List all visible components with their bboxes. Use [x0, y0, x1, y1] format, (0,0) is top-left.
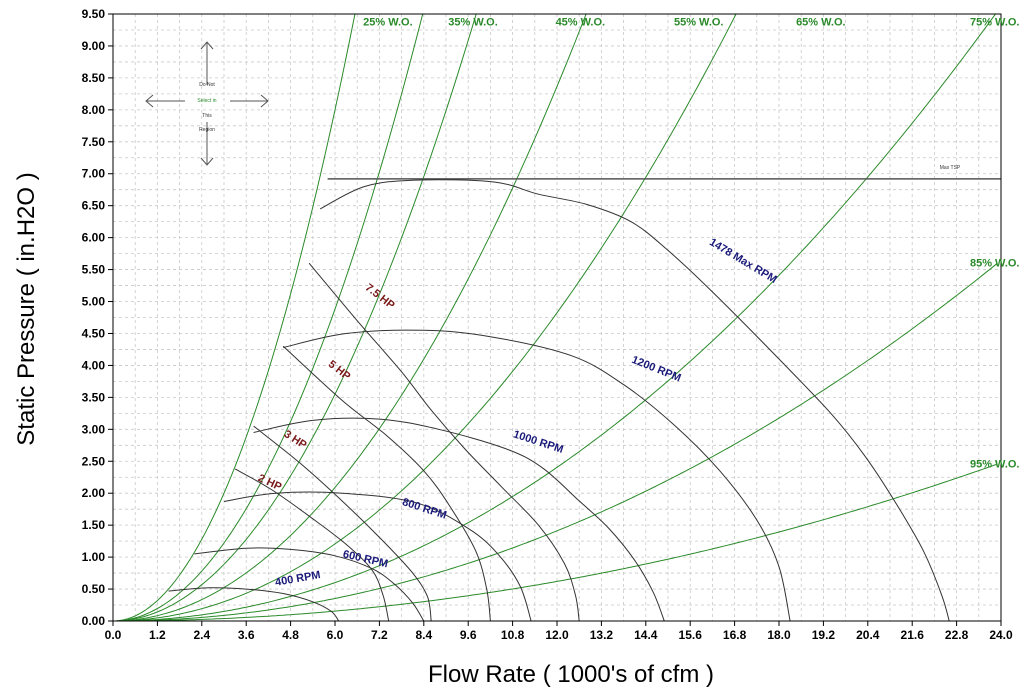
axes: 0.00 0.50 1.00 1.50 2.00 2.50 3.00 3.50 4.00 4.50… [82, 7, 1013, 642]
no-select-line-3: This [202, 113, 212, 119]
x-tick-label: 18.0 [767, 628, 791, 642]
wide-open-label: 25% W.O. [363, 17, 413, 29]
y-tick-label: 0.50 [82, 582, 106, 596]
wide-open-line [113, 14, 737, 621]
y-tick-label: 7.00 [82, 167, 106, 181]
max-tsp-label: Max TSP [940, 165, 961, 171]
rpm-curve [223, 491, 532, 621]
y-tick-label: 4.50 [82, 326, 106, 340]
performance-curves [168, 178, 1001, 621]
no-select-line-2: Select in [197, 98, 216, 104]
x-tick-label: 20.4 [856, 628, 880, 642]
grid [112, 13, 1002, 622]
x-tick-label: 24.0 [989, 628, 1013, 642]
y-tick-label: 2.50 [82, 454, 106, 468]
y-tick-label: 2.00 [82, 486, 106, 500]
hp-curve [282, 345, 491, 621]
x-tick-label: 6.0 [327, 628, 344, 642]
wide-open-line [113, 14, 424, 621]
wide-open-label: 75% W.O. [970, 17, 1020, 29]
wide-open-label: 55% W.O. [674, 17, 724, 29]
x-tick-label: 7.2 [371, 628, 388, 642]
x-tick-label: 9.6 [460, 628, 477, 642]
x-tick-label: 13.2 [590, 628, 614, 642]
wide-open-label: 85% W.O. [970, 257, 1020, 269]
wide-open-lines [113, 14, 998, 621]
rpm-curve [253, 417, 665, 621]
no-select-region-note: Do Not Select in This Region [145, 41, 269, 166]
wide-open-line [113, 463, 998, 621]
y-tick-label: 8.00 [82, 103, 106, 117]
y-tick-label: 9.00 [82, 39, 106, 53]
y-tick-label: 8.50 [82, 71, 106, 85]
y-tick-label: 6.50 [82, 199, 106, 213]
no-select-line-4: Region [199, 127, 215, 133]
x-tick-label: 12.0 [545, 628, 569, 642]
y-tick-label: 0.00 [82, 614, 106, 628]
y-tick-label: 5.50 [82, 263, 106, 277]
x-tick-label: 2.4 [193, 628, 210, 642]
y-tick-label: 1.00 [82, 550, 106, 564]
hp-curve [253, 425, 432, 621]
y-tick-label: 6.00 [82, 231, 106, 245]
y-tick-label: 5.00 [82, 295, 106, 309]
rpm-curve [194, 547, 425, 621]
x-tick-label: 0.0 [105, 628, 122, 642]
y-tick-label: 9.50 [82, 7, 106, 21]
wide-open-label: 95% W.O. [970, 459, 1020, 471]
x-tick-label: 1.2 [149, 628, 166, 642]
x-tick-label: 14.4 [634, 628, 658, 642]
wide-open-label: 65% W.O. [796, 17, 846, 29]
rpm-curve [319, 179, 950, 621]
wide-open-line [113, 14, 356, 621]
x-tick-label: 19.2 [812, 628, 836, 642]
x-tick-label: 10.8 [501, 628, 525, 642]
hp-curve [308, 262, 580, 621]
wide-open-label: 45% W.O. [556, 17, 606, 29]
rpm-curve [283, 329, 791, 621]
y-tick-label: 7.50 [82, 135, 106, 149]
x-tick-label: 16.8 [723, 628, 747, 642]
x-tick-label: 21.6 [901, 628, 925, 642]
y-tick-label: 3.50 [82, 390, 106, 404]
wide-open-line [113, 14, 997, 621]
wide-open-line [113, 262, 998, 621]
no-select-line-1: Do Not [199, 82, 215, 88]
y-tick-label: 1.50 [82, 518, 106, 532]
x-tick-label: 22.8 [945, 628, 969, 642]
x-axis-title: Flow Rate ( 1000's of cfm ) [428, 661, 714, 688]
x-tick-label: 8.4 [415, 628, 432, 642]
rpm-curve [168, 587, 340, 621]
x-tick-label: 4.8 [282, 628, 299, 642]
y-tick-label: 3.00 [82, 422, 106, 436]
y-axis-title: Static Pressure ( in.H2O ) [13, 172, 40, 445]
x-tick-label: 15.6 [679, 628, 703, 642]
wide-open-label: 35% W.O. [448, 17, 498, 29]
x-tick-label: 3.6 [238, 628, 255, 642]
wide-open-line [113, 14, 477, 621]
y-tick-label: 4.00 [82, 358, 106, 372]
hp-curve [234, 468, 390, 621]
